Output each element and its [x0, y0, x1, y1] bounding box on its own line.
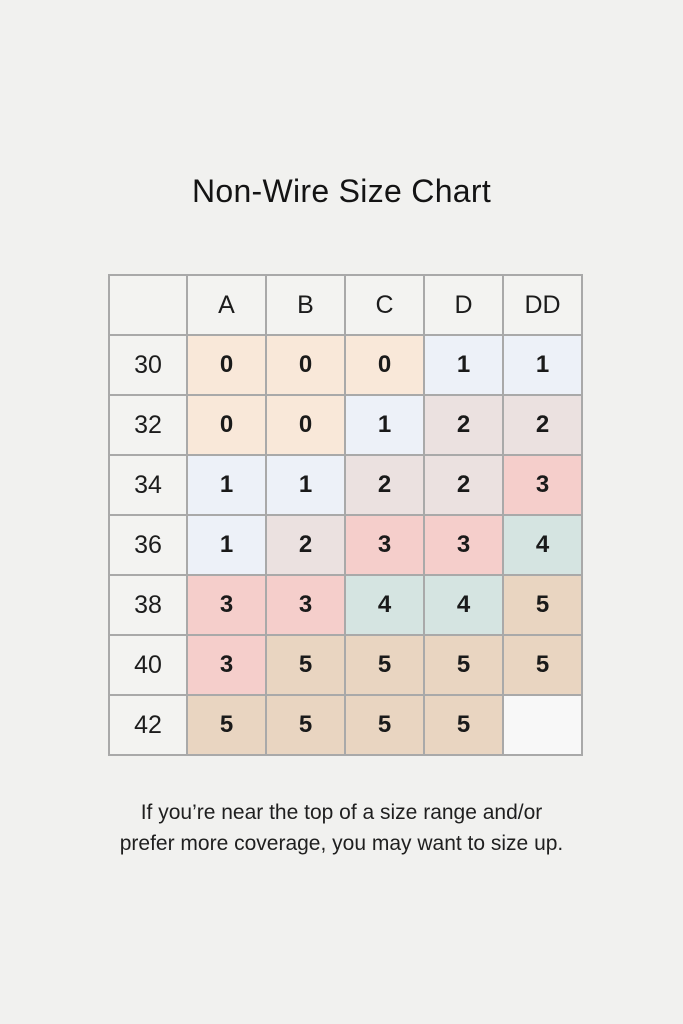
footnote-line-1: If you’re near the top of a size range a…	[140, 801, 543, 824]
page-title: Non-Wire Size Chart	[191, 173, 492, 209]
table-row: 34 1 1 2 2 3	[108, 454, 583, 516]
size-cell-30-A: 0	[186, 334, 267, 396]
size-cell-42-B: 5	[265, 694, 346, 756]
size-cell-30-C: 0	[344, 334, 425, 396]
size-cell-36-B: 2	[265, 514, 346, 576]
header-row: A B C D DD	[108, 274, 583, 336]
size-cell-32-C: 1	[344, 394, 425, 456]
size-cell-38-B: 3	[265, 574, 346, 636]
cup-header-D: D	[423, 274, 504, 336]
size-cell-40-DD: 5	[502, 634, 583, 696]
size-cell-42-C: 5	[344, 694, 425, 756]
size-cell-42-A: 5	[186, 694, 267, 756]
table-row: 40 3 5 5 5 5	[108, 634, 583, 696]
table-row: 32 0 0 1 2 2	[108, 394, 583, 456]
band-header-38: 38	[108, 574, 188, 636]
table-row: 30 0 0 0 1 1	[108, 334, 583, 396]
size-cell-34-C: 2	[344, 454, 425, 516]
size-cell-38-C: 4	[344, 574, 425, 636]
size-cell-32-A: 0	[186, 394, 267, 456]
size-cell-40-B: 5	[265, 634, 346, 696]
size-cell-40-A: 3	[186, 634, 267, 696]
size-cell-34-B: 1	[265, 454, 346, 516]
size-cell-30-B: 0	[265, 334, 346, 396]
size-cell-36-C: 3	[344, 514, 425, 576]
size-cell-34-DD: 3	[502, 454, 583, 516]
table-row: 42 5 5 5 5	[108, 694, 583, 756]
size-cell-36-D: 3	[423, 514, 504, 576]
size-table: A B C D DD 30 0 0 0 1 1 32 0 0 1 2 2 34 1 1 2 2 3 36 1 2 3 3 4 38 3 3 4 4…	[108, 274, 583, 756]
cup-header-A: A	[186, 274, 267, 336]
cup-header-C: C	[344, 274, 425, 336]
cup-header-B: B	[265, 274, 346, 336]
size-cell-32-B: 0	[265, 394, 346, 456]
band-header-40: 40	[108, 634, 188, 696]
size-cell-40-C: 5	[344, 634, 425, 696]
footnote-line-2: prefer more coverage, you may want to si…	[119, 832, 564, 855]
size-cell-38-A: 3	[186, 574, 267, 636]
cup-header-DD: DD	[502, 274, 583, 336]
size-cell-32-D: 2	[423, 394, 504, 456]
size-cell-38-D: 4	[423, 574, 504, 636]
band-header-42: 42	[108, 694, 188, 756]
size-cell-30-D: 1	[423, 334, 504, 396]
footnote: If you’re near the top of a size range a…	[0, 797, 683, 859]
table-row: 38 3 3 4 4 5	[108, 574, 583, 636]
size-cell-36-A: 1	[186, 514, 267, 576]
size-cell-36-DD: 4	[502, 514, 583, 576]
size-cell-40-D: 5	[423, 634, 504, 696]
size-cell-34-D: 2	[423, 454, 504, 516]
band-header-30: 30	[108, 334, 188, 396]
size-cell-42-D: 5	[423, 694, 504, 756]
band-header-32: 32	[108, 394, 188, 456]
size-cell-42-DD	[502, 694, 583, 756]
band-header-34: 34	[108, 454, 188, 516]
size-cell-38-DD: 5	[502, 574, 583, 636]
band-header-36: 36	[108, 514, 188, 576]
size-cell-30-DD: 1	[502, 334, 583, 396]
table-row: 36 1 2 3 3 4	[108, 514, 583, 576]
size-cell-32-DD: 2	[502, 394, 583, 456]
size-cell-34-A: 1	[186, 454, 267, 516]
corner-cell	[108, 274, 188, 336]
